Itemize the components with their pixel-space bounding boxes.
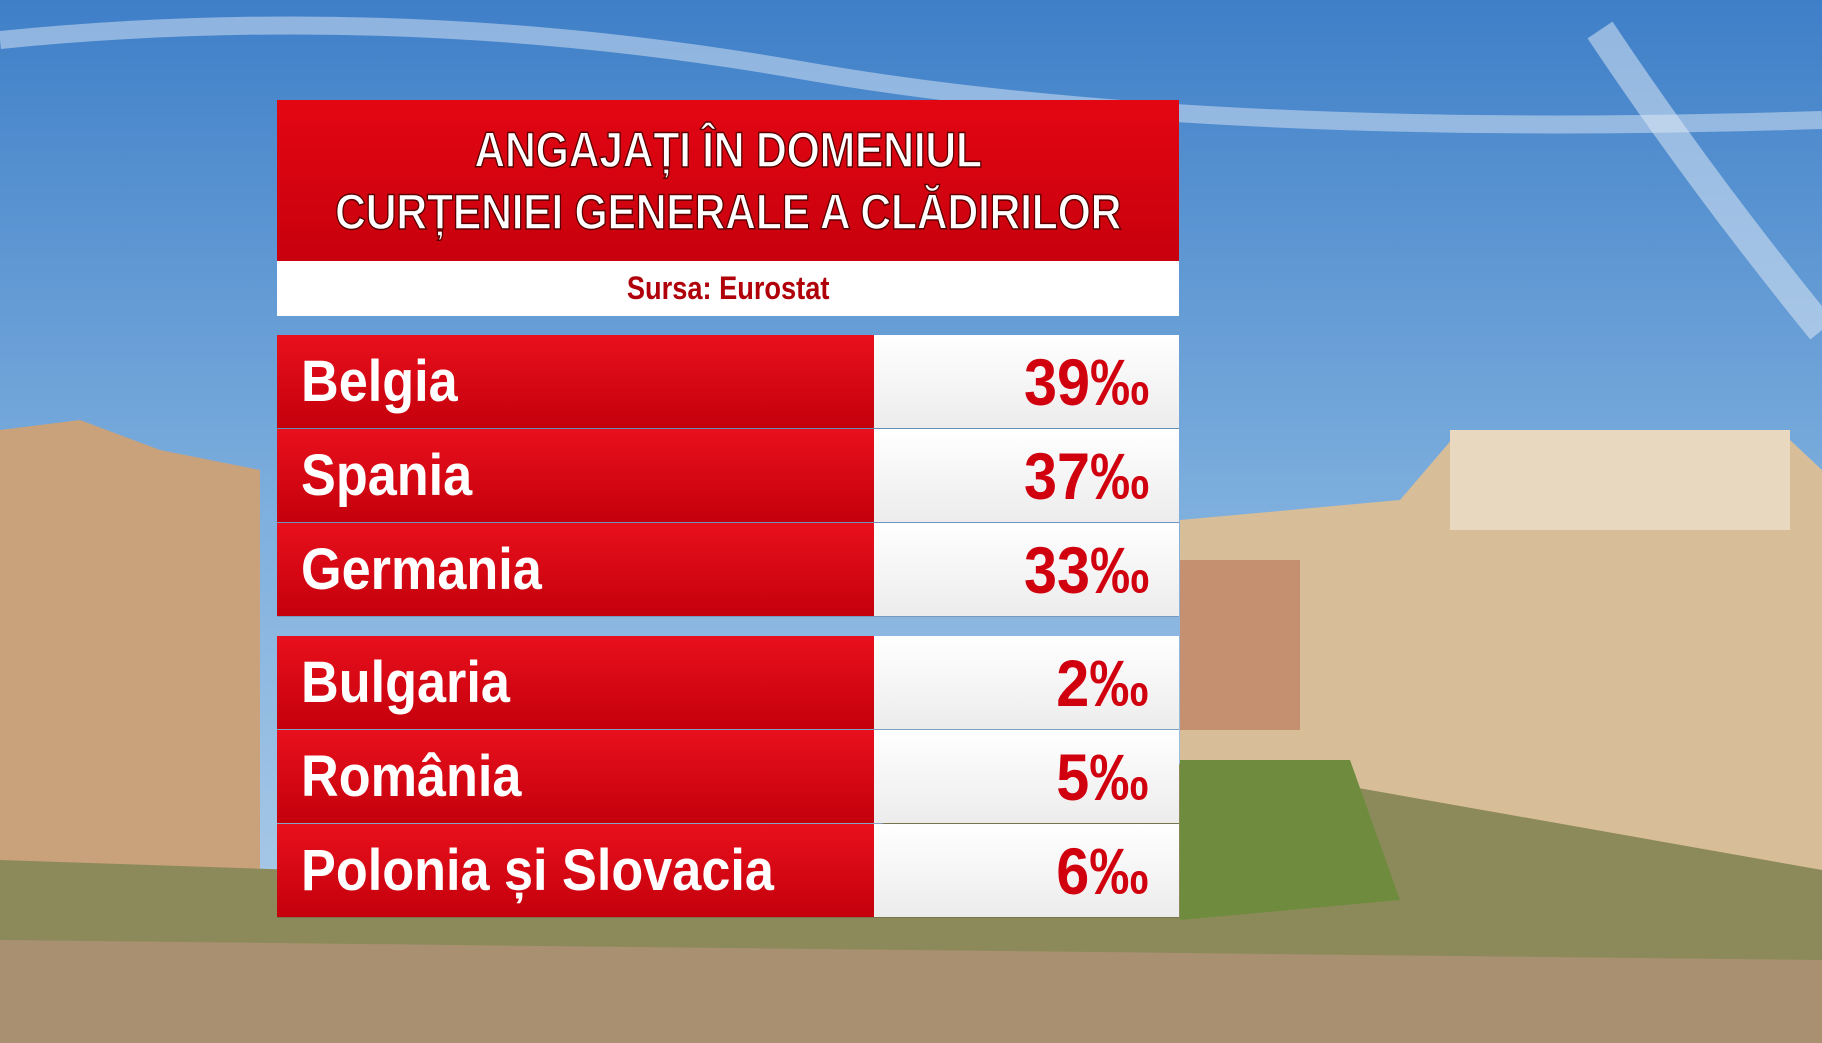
value: 6‰: [1056, 833, 1149, 908]
value-cell: 2‰: [874, 636, 1179, 729]
value: 37‰: [1023, 438, 1149, 513]
country-cell: România: [277, 730, 874, 823]
source: Sursa: Eurostat: [626, 270, 830, 306]
title-box: ANGAJAȚI ÎN DOMENIUL CURȚENIEI GENERALE …: [277, 100, 1179, 261]
country-cell: Polonia și Slovacia: [277, 824, 874, 917]
country-cell: Spania: [277, 429, 874, 522]
title-line: ANGAJAȚI ÎN DOMENIUL: [474, 121, 983, 179]
table-row: Belgia 39‰: [277, 335, 1179, 429]
table: Belgia 39‰ Spania 37‰ Germania 33‰ Bulgaria 2‰ R…: [277, 335, 1179, 918]
table-row: Germania 33‰: [277, 523, 1179, 617]
row-group: Bulgaria 2‰ România 5‰ Polonia și Slovacia 6‰: [277, 636, 1179, 918]
value: 33‰: [1023, 532, 1149, 607]
value: 5‰: [1056, 739, 1149, 814]
country: Bulgaria: [301, 650, 510, 715]
table-row: Spania 37‰: [277, 429, 1179, 523]
value-cell: 33‰: [874, 523, 1179, 616]
panel: ANGAJAȚI ÎN DOMENIUL CURȚENIEI GENERALE …: [277, 100, 1179, 918]
country-cell: Belgia: [277, 335, 874, 428]
country: Spania: [301, 443, 473, 508]
country: Belgia: [301, 349, 458, 414]
country: România: [301, 744, 522, 809]
table-row: România 5‰: [277, 730, 1179, 824]
value: 2‰: [1056, 645, 1149, 720]
country-cell: Bulgaria: [277, 636, 874, 729]
value-cell: 39‰: [874, 335, 1179, 428]
table-row: Polonia și Slovacia 6‰: [277, 824, 1179, 918]
country: Polonia și Slovacia: [301, 838, 774, 903]
country: Germania: [301, 537, 542, 602]
value: 39‰: [1023, 344, 1149, 419]
value-cell: 5‰: [874, 730, 1179, 823]
value-cell: 37‰: [874, 429, 1179, 522]
source-band: Sursa: Eurostat: [277, 261, 1179, 316]
value-cell: 6‰: [874, 824, 1179, 917]
row-group: Belgia 39‰ Spania 37‰ Germania 33‰: [277, 335, 1179, 617]
title-line: CURȚENIEI GENERALE A CLĂDIRILOR: [334, 183, 1122, 241]
table-row: Bulgaria 2‰: [277, 636, 1179, 730]
country-cell: Germania: [277, 523, 874, 616]
